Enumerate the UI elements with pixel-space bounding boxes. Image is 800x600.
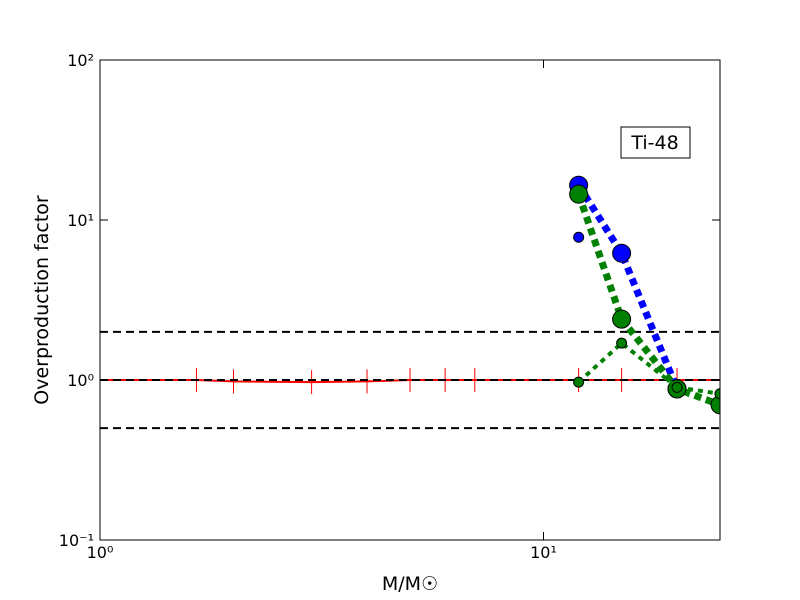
y-tick-label: 10²	[67, 51, 94, 70]
series-line	[575, 193, 720, 409]
point-marker	[714, 388, 720, 400]
plot-frame	[99, 59, 721, 541]
plot-area	[100, 175, 720, 430]
point-marker	[569, 184, 589, 204]
y-axis-label: Overproduction factor	[31, 195, 53, 405]
y-tick-label: 10⁰	[67, 371, 94, 390]
point-marker	[616, 337, 628, 349]
point-marker	[573, 231, 585, 243]
point-marker	[612, 243, 632, 263]
point-marker	[671, 381, 683, 393]
x-tick-label: 10¹	[530, 543, 557, 562]
series-line	[577, 340, 720, 396]
point-marker	[612, 309, 632, 329]
annotation-box	[620, 126, 691, 159]
x-axis-label: M/M☉	[382, 573, 438, 595]
x-tick-label: 10⁰	[87, 543, 114, 562]
point-marker	[573, 376, 585, 388]
point-marker	[710, 395, 720, 415]
y-tick-label: 10⁻¹	[59, 531, 94, 550]
y-tick-label: 10¹	[67, 211, 94, 230]
series-line	[575, 183, 681, 391]
annotation: Ti-48	[630, 132, 678, 154]
